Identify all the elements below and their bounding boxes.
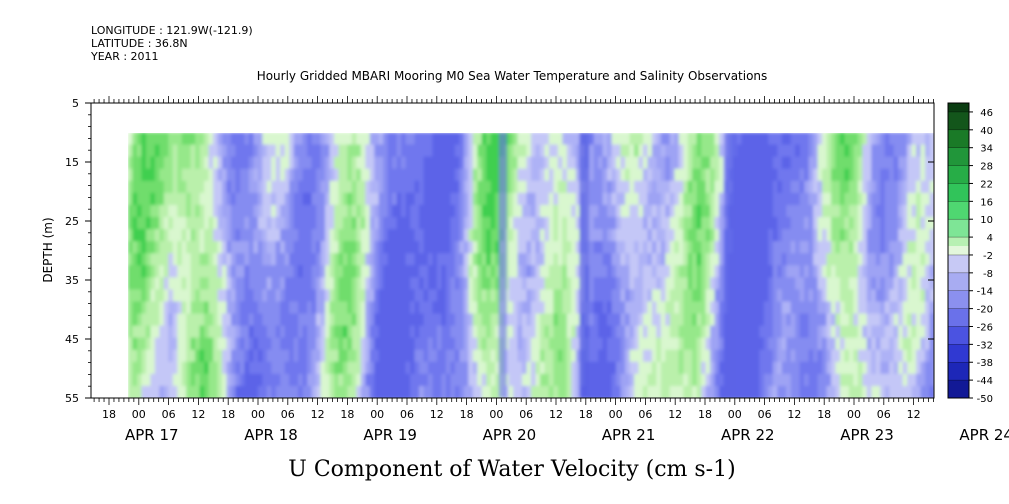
colorbar-segment: [948, 237, 969, 247]
x-date-label: APR 19: [363, 426, 417, 444]
x-date-label: APR 24: [959, 426, 1009, 444]
colorbar-label: -14: [977, 287, 993, 298]
x-hour-label: 00: [370, 408, 384, 421]
x-date-label: APR 21: [602, 426, 656, 444]
colorbar-label: 4: [987, 233, 993, 244]
x-axis-label: U Component of Water Velocity (cm s-1): [288, 457, 735, 482]
x-hour-label: 00: [132, 408, 146, 421]
colorbar-label: 16: [980, 197, 993, 208]
x-hour-label: 18: [102, 408, 116, 421]
x-date-label: APR 22: [721, 426, 775, 444]
y-tick-label: 25: [65, 215, 79, 228]
colorbar-segment: [948, 272, 969, 292]
longitude-label: LONGITUDE : 121.9W(-121.9): [91, 24, 253, 37]
x-hour-label: 06: [519, 408, 533, 421]
colorbar-segment: [948, 201, 969, 220]
x-hour-label: 00: [251, 408, 265, 421]
chart-title: Hourly Gridded MBARI Mooring M0 Sea Wate…: [257, 69, 768, 83]
colorbar-segment: [948, 308, 969, 327]
colorbar-segment: [948, 246, 969, 256]
x-hour-label: 06: [162, 408, 176, 421]
y-tick-label: 5: [72, 97, 79, 110]
colorbar-label: -32: [977, 340, 993, 351]
colorbar-label: -20: [977, 305, 993, 316]
colorbar-segment: [948, 362, 969, 381]
colorbar-segment: [948, 219, 969, 238]
y-tick-label: 55: [65, 392, 79, 405]
colorbar-label: -44: [977, 376, 993, 387]
colorbar-segment: [948, 183, 969, 202]
x-hour-label: 00: [728, 408, 742, 421]
colorbar-label: -2: [983, 251, 993, 262]
colorbar-label: 28: [980, 162, 993, 173]
colorbar-segment: [948, 129, 969, 149]
y-axis-label: DEPTH (m): [41, 217, 55, 282]
x-hour-label: 12: [668, 408, 682, 421]
y-tick-label: 35: [65, 274, 79, 287]
colorbar-label: 22: [980, 179, 993, 190]
x-hour-label: 06: [877, 408, 891, 421]
colorbar-label: 34: [980, 144, 993, 155]
x-date-label: APR 23: [840, 426, 894, 444]
x-hour-label: 18: [579, 408, 593, 421]
colorbar-segment: [948, 165, 969, 184]
x-hour-label: 00: [847, 408, 861, 421]
colorbar: 46 40 34 28 22 16 10 4 -2 -8 -14 -20 -26 -32 -38 -44 -50: [947, 102, 993, 405]
y-tick-label: 15: [65, 156, 79, 169]
x-date-label: APR 18: [244, 426, 298, 444]
x-date-label: APR 17: [125, 426, 179, 444]
colorbar-label: 40: [980, 126, 993, 137]
colorbar-segment: [948, 344, 969, 363]
y-tick-label: 45: [65, 333, 79, 346]
colorbar-segment: [948, 326, 969, 345]
x-hour-label: 12: [787, 408, 801, 421]
x-hour-label: 18: [340, 408, 354, 421]
colorbar-segment: [948, 111, 969, 131]
colorbar-label: -8: [983, 269, 993, 280]
x-date-label: APR 20: [483, 426, 537, 444]
x-hour-label: 06: [400, 408, 414, 421]
colorbar-segment: [948, 147, 969, 167]
x-hour-label: 06: [638, 408, 652, 421]
colorbar-label: 10: [980, 215, 993, 226]
x-hour-label: 12: [191, 408, 205, 421]
colorbar-label: 46: [980, 108, 993, 119]
x-hour-label: 18: [817, 408, 831, 421]
x-hour-label: 06: [758, 408, 772, 421]
x-hour-label: 00: [489, 408, 503, 421]
year-label: YEAR : 2011: [91, 50, 159, 63]
latitude-label: LATITUDE : 36.8N: [91, 37, 188, 50]
colorbar-label: -38: [977, 358, 993, 369]
x-hour-label: 00: [609, 408, 623, 421]
colorbar-segment: [948, 103, 969, 113]
x-hour-label: 12: [907, 408, 921, 421]
axes: 5 15 25 35 45 55 18 00 06 12 18 00 06 12 18 00 06 12 18 00 0…: [65, 96, 1009, 444]
x-hour-label: 06: [281, 408, 295, 421]
x-hour-label: 18: [460, 408, 474, 421]
colorbar-label: -50: [977, 394, 993, 405]
colorbar-segment: [948, 380, 969, 399]
x-hour-label: 12: [311, 408, 325, 421]
x-hour-label: 18: [698, 408, 712, 421]
plot-frame: [90, 102, 935, 399]
x-hour-label: 12: [430, 408, 444, 421]
colorbar-segment: [948, 254, 969, 274]
colorbar-label: -26: [977, 322, 993, 333]
colorbar-segment: [948, 290, 969, 310]
heatmap-field: [128, 133, 934, 398]
x-hour-label: 18: [221, 408, 235, 421]
x-hour-label: 12: [549, 408, 563, 421]
